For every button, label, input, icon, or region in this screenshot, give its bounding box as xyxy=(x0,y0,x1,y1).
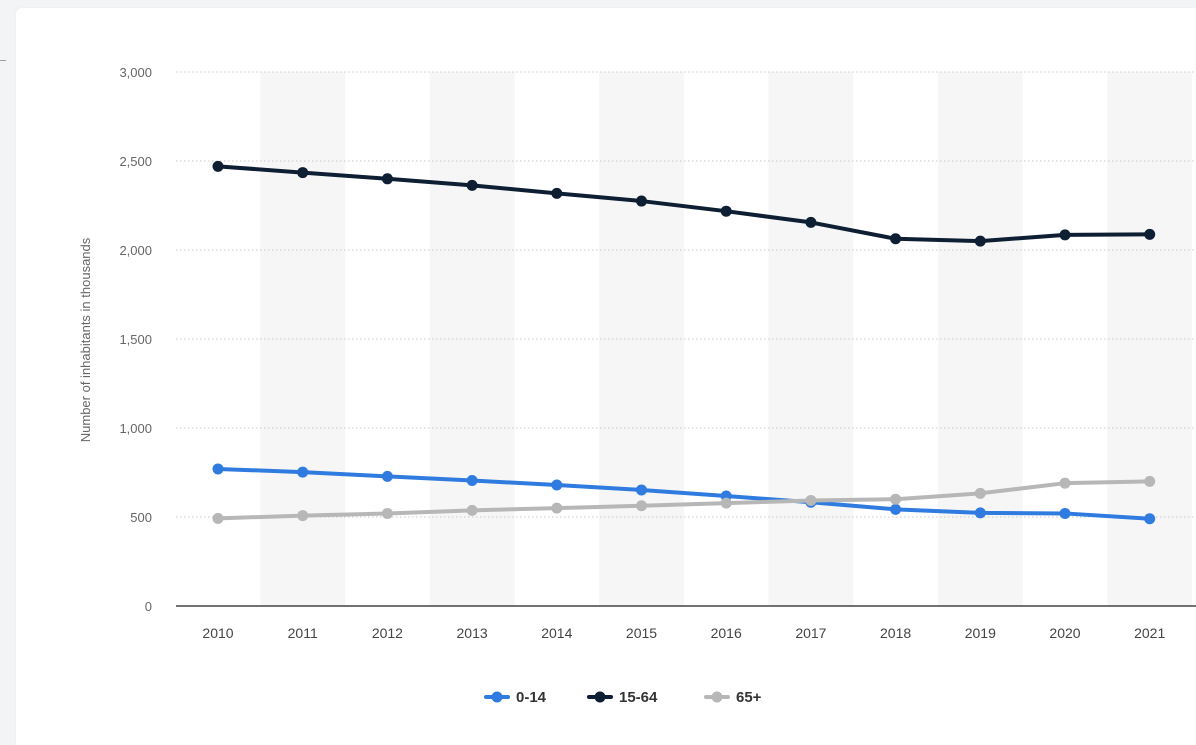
legend-label: 65+ xyxy=(736,689,762,706)
y-axis-label: Number of inhabitants in thousands xyxy=(78,237,93,442)
y-tick-label: 0 xyxy=(145,599,152,614)
data-point[interactable] xyxy=(551,502,563,514)
data-point[interactable] xyxy=(636,195,647,207)
data-point[interactable] xyxy=(466,179,478,191)
x-tick-label: 2019 xyxy=(965,625,996,641)
gridlines xyxy=(176,71,1196,607)
legend-label: 15-64 xyxy=(619,689,658,706)
data-point[interactable] xyxy=(212,463,224,475)
data-point[interactable] xyxy=(297,510,309,522)
y-tick-label: 2,500 xyxy=(119,154,152,169)
x-tick-label: 2018 xyxy=(880,625,911,641)
data-point[interactable] xyxy=(805,494,817,506)
x-tick-label: 2014 xyxy=(541,625,572,641)
data-point[interactable] xyxy=(974,235,986,247)
legend-swatch-marker xyxy=(711,691,723,703)
data-point[interactable] xyxy=(890,233,902,245)
data-point[interactable] xyxy=(636,484,647,496)
column-band xyxy=(768,72,854,606)
data-point[interactable] xyxy=(466,504,478,516)
y-tick-label: 500 xyxy=(130,510,152,525)
x-tick-label: 2011 xyxy=(288,625,318,641)
series-15-64 xyxy=(212,160,1156,247)
x-tick-label: 2010 xyxy=(202,625,233,641)
data-point[interactable] xyxy=(1059,507,1071,519)
series-line xyxy=(216,466,1152,521)
x-tick-label: 2013 xyxy=(457,625,488,641)
x-tick-label: 2021 xyxy=(1134,625,1165,641)
data-point[interactable] xyxy=(381,470,393,482)
y-tick-label: 1,000 xyxy=(119,421,152,436)
legend-label: 0-14 xyxy=(516,689,547,706)
data-point[interactable] xyxy=(381,173,393,185)
data-point[interactable] xyxy=(466,475,478,487)
data-point[interactable] xyxy=(212,160,224,172)
x-tick-label: 2017 xyxy=(795,625,826,641)
legend-item-15-64[interactable]: 15-64 xyxy=(587,689,658,706)
data-point[interactable] xyxy=(720,497,732,509)
edge-tick-mark xyxy=(0,60,6,61)
series-line xyxy=(216,164,1152,244)
data-point[interactable] xyxy=(551,187,563,199)
data-point[interactable] xyxy=(1144,513,1156,525)
legend-item-0-14[interactable]: 0-14 xyxy=(484,689,547,706)
series-65+ xyxy=(212,475,1156,524)
data-point[interactable] xyxy=(1059,229,1071,241)
data-point[interactable] xyxy=(297,167,309,179)
x-axis-ticks: 2010 2011 2012 2013 2014 2015 2016 2017 2018 2019… xyxy=(202,625,1165,641)
series-lines xyxy=(212,160,1156,525)
legend-item-65+[interactable]: 65+ xyxy=(704,689,762,706)
series-line xyxy=(216,479,1152,521)
x-tick-label: 2015 xyxy=(626,625,657,641)
data-point[interactable] xyxy=(636,500,647,512)
data-point[interactable] xyxy=(381,507,393,519)
data-point[interactable] xyxy=(890,493,902,505)
legend-swatch-marker xyxy=(594,691,606,703)
data-point[interactable] xyxy=(805,216,817,228)
data-point[interactable] xyxy=(890,503,902,515)
data-point[interactable] xyxy=(297,466,309,478)
y-axis-ticks: 0 500 1,000 1,500 2,000 2,500 3,000 xyxy=(119,65,152,614)
y-tick-label: 1,500 xyxy=(119,332,152,347)
data-point[interactable] xyxy=(974,487,986,499)
legend-swatch-marker xyxy=(491,691,503,703)
y-tick-label: 2,000 xyxy=(119,243,152,258)
legend: 0-14 15-64 65+ xyxy=(484,689,762,706)
data-point[interactable] xyxy=(1059,477,1071,489)
x-tick-label: 2012 xyxy=(372,625,403,641)
x-tick-label: 2020 xyxy=(1049,625,1080,641)
data-point[interactable] xyxy=(1144,228,1156,240)
x-tick-label: 2016 xyxy=(711,625,742,641)
data-point[interactable] xyxy=(212,512,224,524)
y-tick-label: 3,000 xyxy=(119,65,152,80)
data-point[interactable] xyxy=(551,479,563,491)
data-point[interactable] xyxy=(720,205,732,217)
data-point[interactable] xyxy=(1144,475,1156,487)
data-point[interactable] xyxy=(974,507,986,519)
